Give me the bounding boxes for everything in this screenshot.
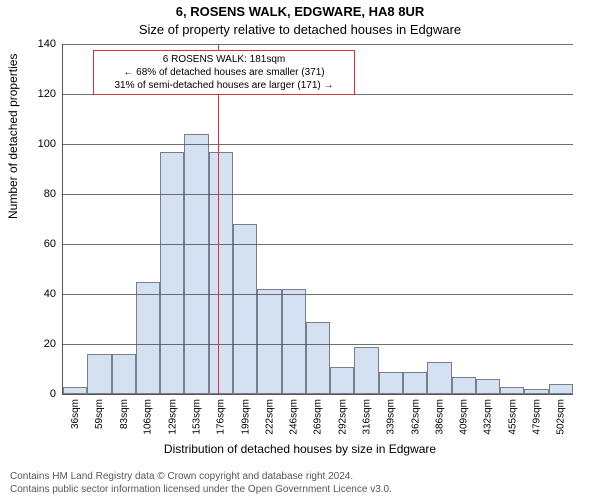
x-axis-title: Distribution of detached houses by size … [0, 442, 600, 456]
y-tick-label: 120 [16, 88, 56, 100]
histogram-bar [63, 387, 87, 395]
annotation-line-3: 31% of semi-detached houses are larger (… [98, 79, 350, 92]
chart-title-main: 6, ROSENS WALK, EDGWARE, HA8 8UR [0, 4, 600, 19]
footer-line-1: Contains HM Land Registry data © Crown c… [10, 471, 392, 484]
annotation-line-2: ← 68% of detached houses are smaller (37… [98, 66, 350, 79]
y-tick-label: 140 [16, 38, 56, 50]
histogram-bar [136, 282, 160, 395]
histogram-bar [233, 224, 257, 394]
histogram-bar [330, 367, 354, 395]
annotation-line-1: 6 ROSENS WALK: 181sqm [98, 53, 350, 66]
histogram-bar [354, 347, 378, 395]
gridline [63, 344, 573, 345]
plot-area: 6 ROSENS WALK: 181sqm ← 68% of detached … [62, 44, 573, 395]
histogram-bar [87, 354, 111, 394]
annotation-box: 6 ROSENS WALK: 181sqm ← 68% of detached … [93, 50, 355, 95]
histogram-bar [306, 322, 330, 395]
gridline [63, 44, 573, 45]
y-tick-label: 20 [16, 338, 56, 350]
histogram-bar [549, 384, 573, 394]
histogram-bar [524, 389, 548, 394]
histogram-bar [257, 289, 281, 394]
histogram-bar [476, 379, 500, 394]
footer-attribution: Contains HM Land Registry data © Crown c… [10, 471, 392, 496]
y-tick-label: 0 [16, 388, 56, 400]
histogram-bar [160, 152, 184, 395]
histogram-bar [379, 372, 403, 395]
gridline [63, 244, 573, 245]
histogram-bar [184, 134, 208, 394]
histogram-bar [112, 354, 136, 394]
footer-line-2: Contains public sector information licen… [10, 484, 392, 497]
y-tick-label: 60 [16, 238, 56, 250]
histogram-bar [209, 152, 233, 395]
histogram-bar [427, 362, 451, 395]
histogram-bar [452, 377, 476, 395]
y-tick-labels: 020406080100120140 [0, 44, 60, 394]
y-tick-label: 40 [16, 288, 56, 300]
y-tick-label: 100 [16, 138, 56, 150]
reference-line [218, 44, 220, 394]
x-tick-labels: 36sqm59sqm83sqm106sqm129sqm153sqm176sqm1… [62, 395, 572, 445]
y-tick-label: 80 [16, 188, 56, 200]
histogram-bar [282, 289, 306, 394]
gridline [63, 294, 573, 295]
histogram-bar [500, 387, 524, 395]
bars-layer [63, 44, 573, 394]
histogram-bar [403, 372, 427, 395]
gridline [63, 144, 573, 145]
gridline [63, 194, 573, 195]
chart-title-sub: Size of property relative to detached ho… [0, 22, 600, 37]
